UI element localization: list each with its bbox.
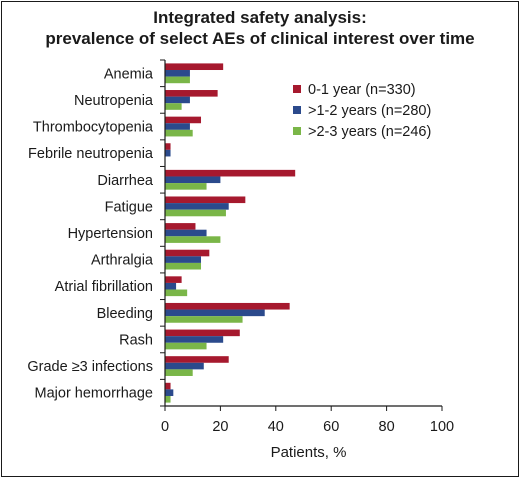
bar [165,90,218,97]
bar [165,336,224,343]
x-tick-label: 20 [212,419,228,435]
bar [165,249,210,257]
category-label: Anemia [104,66,154,82]
bar [165,123,190,130]
bar [165,103,182,110]
bar [165,70,190,77]
category-label: Fatigue [105,199,153,215]
bar [165,395,171,403]
bar [165,203,229,210]
x-tick-label: 60 [323,419,339,435]
bar [165,389,174,396]
bar [165,302,290,310]
category-labels: Anemia Neutropenia Thrombocytopenia Febrile… [27,66,154,401]
bar [165,223,196,230]
bar [165,342,207,350]
category-label: Major hemorrhage [35,386,153,402]
category-label: Grade ≥3 infections [27,359,153,375]
bar [165,262,202,270]
legend-swatch [293,106,301,114]
x-tick-label: 40 [268,419,284,435]
bar [165,209,226,217]
x-axis-label: Patients, % [271,444,347,461]
category-label: Atrial fibrillation [55,279,153,295]
category-label: Febrile neutropenia [28,146,154,162]
bar [165,329,240,337]
legend-label: >2-3 years (n=246) [308,124,431,140]
chart-subtitle: prevalence of select AEs of clinical int… [45,29,475,48]
bar [165,63,224,71]
bar [165,149,171,157]
bar [165,282,177,290]
bar [165,316,243,323]
bar [165,76,190,84]
bar [165,356,229,363]
bar [165,176,221,184]
bars-group [165,63,296,403]
chart-title: Integrated safety analysis: [153,8,367,27]
category-label: Bleeding [97,306,153,322]
category-label: Hypertension [68,226,153,242]
x-tick-label: 80 [379,419,395,435]
category-label: Neutropenia [74,93,154,109]
bar [165,96,190,104]
bar [165,382,171,390]
bar [165,196,246,204]
legend: 0-1 year (n=330) >1-2 years (n=280) >2-3 y… [293,82,431,140]
bar [165,116,202,124]
bar [165,276,182,283]
bar [165,309,265,317]
bar [165,143,171,150]
x-tick-label: 100 [430,419,454,435]
legend-label: >1-2 years (n=280) [308,103,431,119]
axes: 0 20 40 60 80 100 [160,59,454,435]
category-label: Diarrhea [97,173,154,189]
legend-label: 0-1 year (n=330) [308,82,416,98]
bar [165,236,221,243]
bar [165,169,296,177]
legend-swatch [293,127,301,135]
bar [165,369,193,376]
bar [165,362,204,370]
bar [165,129,193,137]
category-label: Rash [119,332,153,348]
bar [165,229,207,237]
category-label: Thrombocytopenia [33,120,154,136]
category-label: Arthralgia [91,253,154,269]
x-tick-label: 0 [161,419,169,435]
bar [165,256,202,263]
bar [165,183,207,190]
legend-swatch [293,85,301,93]
bar [165,289,188,297]
